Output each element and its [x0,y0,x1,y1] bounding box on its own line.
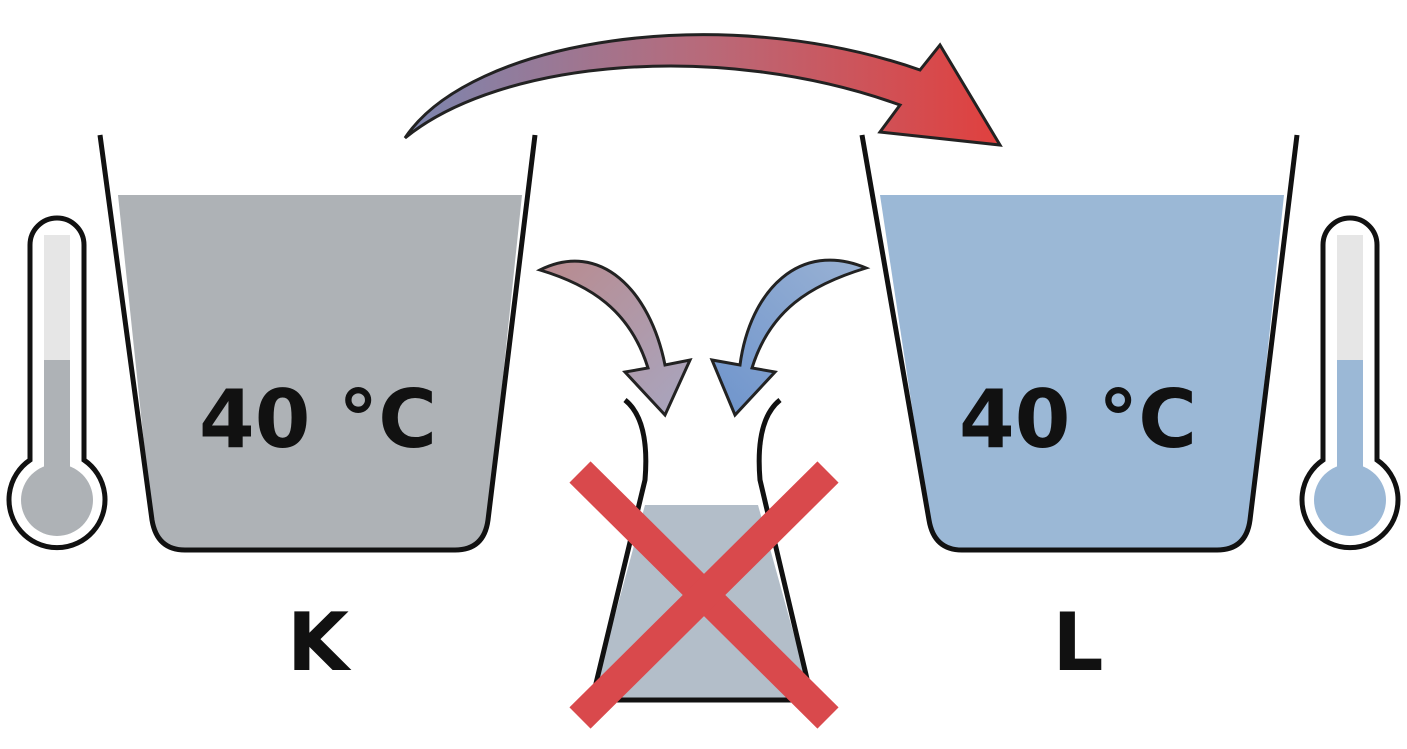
bucket-k [97,134,538,553]
thermometer-left [6,215,108,551]
liquid-k [118,195,522,550]
liquid-l [880,195,1284,550]
label-k: K [287,596,352,689]
flask [588,398,816,703]
cross [569,461,839,729]
temperature-k: 40 °C [199,373,437,466]
thermometer-right [1299,215,1401,551]
temperature-l: 40 °C [959,373,1197,466]
bucket-l [859,134,1300,553]
label-l: L [1053,596,1104,689]
arrow-l [709,258,871,418]
arrow-k [535,259,693,418]
transfer-arrow [403,33,1003,147]
